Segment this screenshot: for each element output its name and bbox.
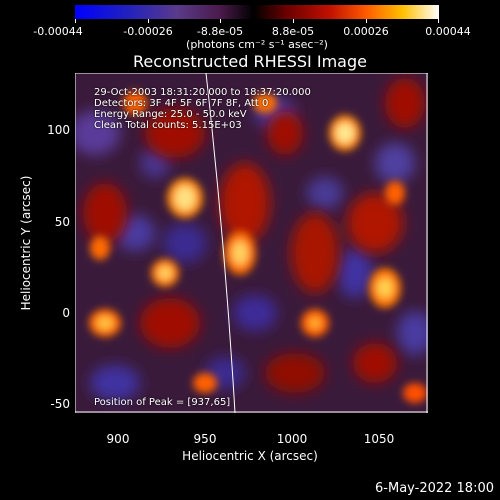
colorbar-tick xyxy=(366,19,367,23)
colorbar-tick-label: -8.8e-05 xyxy=(196,25,244,38)
colorbar-units: (photons cm⁻² s⁻¹ asec⁻²) xyxy=(186,38,328,51)
colorbar-tick xyxy=(148,19,149,23)
colorbar-tick xyxy=(75,19,76,23)
info-time-range: 29-Oct-2003 18:31:20.000 to 18:37:20.000 xyxy=(94,87,311,98)
rhessi-image: 29-Oct-2003 18:31:20.000 to 18:37:20.000… xyxy=(75,73,428,413)
colorbar-tick xyxy=(220,19,221,23)
colorbar-tick xyxy=(293,19,294,23)
x-tick-label: 950 xyxy=(193,432,217,446)
colorbar-tick-label: 0.00026 xyxy=(343,25,389,38)
colorbar-tick-label: 0.00044 xyxy=(425,25,471,38)
colorbar xyxy=(75,5,439,19)
colorbar-tick xyxy=(438,19,439,23)
x-tick-label: 1000 xyxy=(276,432,308,446)
colorbar-tick-label: 8.8e-05 xyxy=(271,25,315,38)
colorbar-tick-label: -0.00026 xyxy=(123,25,173,38)
colorbar-tick-label: -0.00044 xyxy=(33,25,83,38)
y-tick-label: 50 xyxy=(54,215,70,229)
info-peak-position: Position of Peak = [937,65] xyxy=(94,397,231,408)
x-tick-label: 1050 xyxy=(363,432,395,446)
image-title: Reconstructed RHESSI Image xyxy=(133,52,367,71)
y-tick-label: -50 xyxy=(50,397,70,411)
x-tick-label: 900 xyxy=(106,432,130,446)
y-tick-label: 0 xyxy=(62,306,70,320)
y-tick-label: 100 xyxy=(47,123,70,137)
solar-limb-line xyxy=(205,73,236,413)
info-detectors: Detectors: 3F 4F 5F 6F 7F 8F, Att 0 xyxy=(94,98,269,109)
rhessi-image-render xyxy=(75,73,428,413)
x-axis-label: Heliocentric X (arcsec) xyxy=(182,449,318,463)
info-clean-counts: Clean Total counts: 5.15E+03 xyxy=(94,120,242,131)
date-stamp: 6-May-2022 18:00 xyxy=(375,481,494,496)
info-energy-range: Energy Range: 25.0 - 50.0 keV xyxy=(94,109,247,120)
y-axis-label: Heliocentric Y (arcsec) xyxy=(19,175,33,311)
